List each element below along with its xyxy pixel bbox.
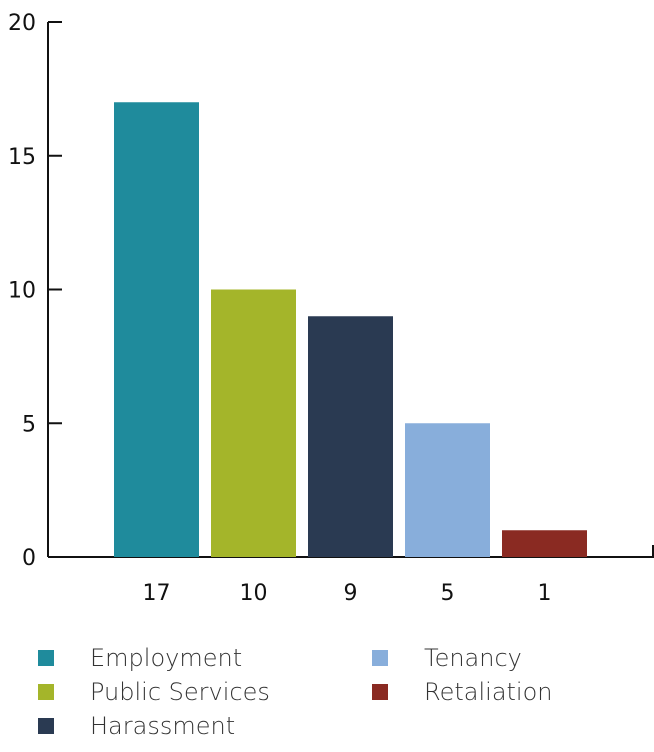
legend-label: Employment [90, 644, 243, 672]
bar-value-label: 1 [538, 581, 552, 606]
bar-tenancy [405, 423, 490, 557]
bars [114, 102, 587, 557]
y-tick-label: 20 [8, 11, 36, 36]
legend-swatch [38, 650, 54, 666]
legend-item-tenancy: Tenancy [372, 642, 522, 674]
legend-label: Harassment [90, 712, 236, 740]
y-tick-label: 15 [8, 145, 36, 170]
legend-swatch [38, 684, 54, 700]
legend-item-harassment: Harassment [38, 710, 235, 742]
legend-item-retaliation: Retaliation [372, 676, 553, 708]
legend-swatch [372, 684, 388, 700]
legend-item-public-services: Public Services [38, 676, 270, 708]
legend-swatch [38, 718, 54, 734]
legend-label: Retaliation [424, 678, 553, 706]
value-labels: 17 10 9 5 1 [143, 581, 552, 606]
y-tick-label: 10 [8, 279, 36, 304]
legend-item-employment: Employment [38, 642, 242, 674]
legend-swatch [372, 650, 388, 666]
bar-chart: 0 5 10 15 20 17 10 9 5 1 [8, 11, 654, 606]
bar-public-services [211, 289, 296, 557]
bar-value-label: 17 [143, 581, 171, 606]
y-tick-label: 5 [22, 412, 36, 437]
bar-employment [114, 102, 199, 557]
bar-value-label: 5 [441, 581, 455, 606]
legend-label: Tenancy [424, 644, 522, 672]
bar-retaliation [502, 530, 587, 557]
legend-label: Public Services [90, 678, 270, 706]
bar-value-label: 9 [344, 581, 358, 606]
y-tick-label: 0 [22, 546, 36, 571]
bar-harassment [308, 316, 393, 557]
bar-value-label: 10 [240, 581, 268, 606]
